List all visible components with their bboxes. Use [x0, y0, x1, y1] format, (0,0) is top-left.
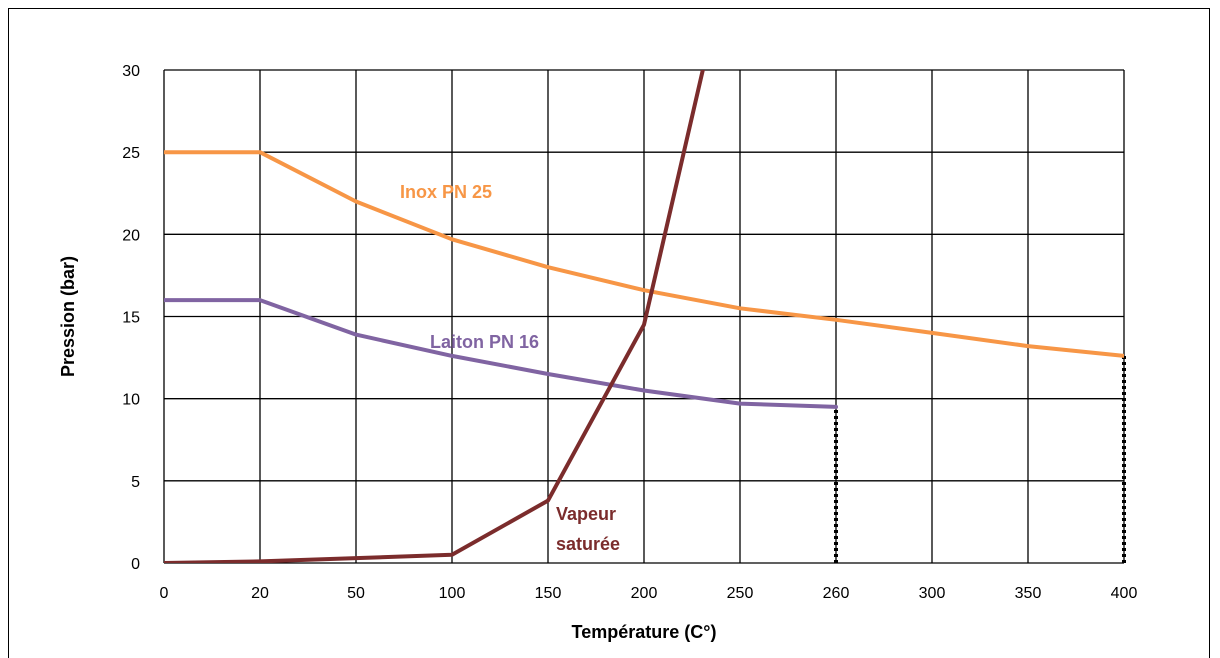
y-tick-label: 0 [131, 556, 140, 573]
y-axis-title: Pression (bar) [58, 256, 78, 377]
x-tick-label: 250 [727, 585, 754, 602]
x-tick-label: 50 [347, 585, 365, 602]
x-tick-label: 350 [1015, 585, 1042, 602]
x-tick-label: 400 [1111, 585, 1138, 602]
series-label: Inox PN 25 [400, 182, 492, 202]
x-tick-label: 20 [251, 585, 269, 602]
x-tick-label: 300 [919, 585, 946, 602]
x-axis-title: Température (C°) [572, 622, 717, 642]
series-line [164, 70, 705, 563]
series-label-line: saturée [556, 534, 620, 554]
series-lines [164, 70, 1124, 563]
series-line [164, 150, 1124, 358]
series-labels: Inox PN 25 Laiton PN 16 Vapeur saturée [400, 182, 620, 554]
x-tick-label: 260 [823, 585, 850, 602]
y-tick-label: 30 [122, 63, 140, 80]
limit-lines [834, 355, 1126, 563]
series-label-line: Vapeur [556, 504, 616, 524]
x-tick-label: 200 [631, 585, 658, 602]
y-tick-label: 5 [131, 474, 140, 491]
series-label: Laiton PN 16 [430, 332, 539, 352]
series-line [164, 298, 838, 409]
x-tick-label: 150 [535, 585, 562, 602]
x-tick-label: 100 [439, 585, 466, 602]
chart-frame [8, 8, 1210, 658]
y-tick-label: 20 [122, 227, 140, 244]
y-tick-label: 25 [122, 145, 140, 162]
y-tick-label: 10 [122, 392, 140, 409]
series-label: Vapeur saturée [556, 504, 620, 554]
x-tick-label: 0 [160, 585, 169, 602]
y-tick-label: 15 [122, 310, 140, 327]
